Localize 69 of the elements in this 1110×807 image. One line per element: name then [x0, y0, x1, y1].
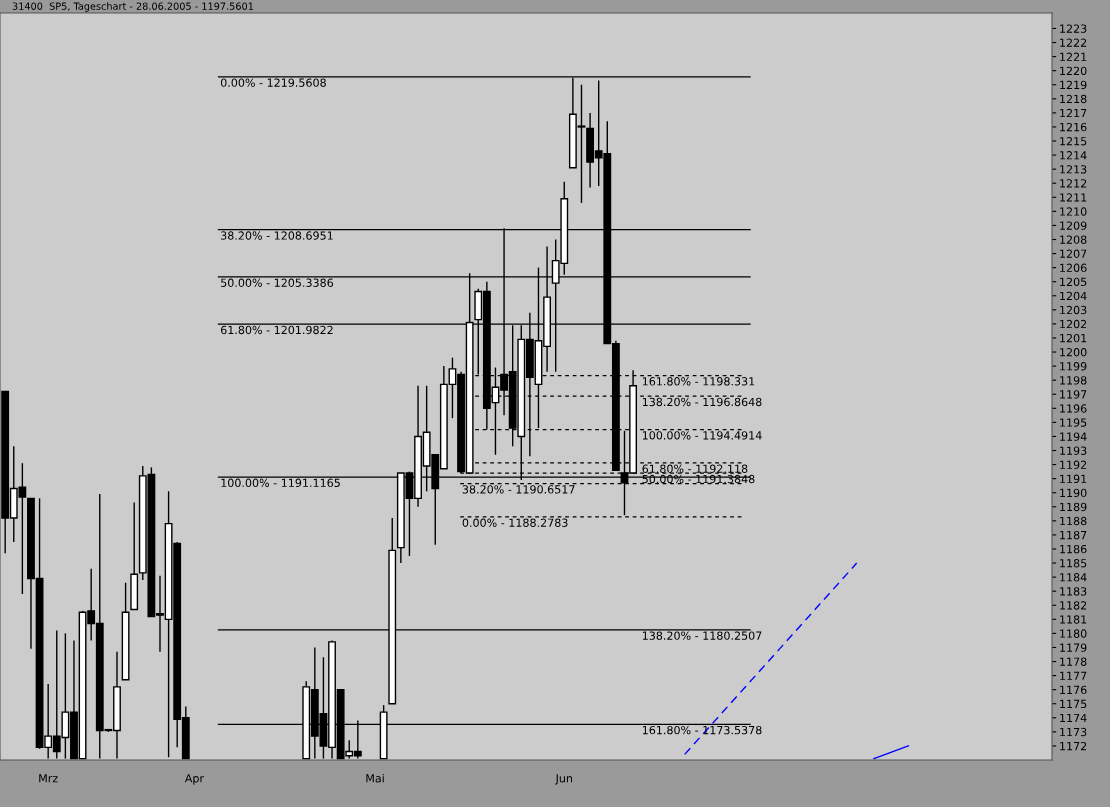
- chart-title: 31400 SP5, Tageschart - 28.06.2005 - 1197.5601: [12, 2, 254, 12]
- y-tick-label: 1194: [1060, 432, 1087, 441]
- y-tick-label: 1204: [1060, 291, 1087, 301]
- y-tick-label: 1185: [1060, 559, 1087, 568]
- y-tick-label: 1218: [1060, 94, 1087, 104]
- y-tick-label: 1202: [1060, 319, 1087, 329]
- y-tick-label: 1209: [1060, 221, 1087, 230]
- y-tick-label: 1208: [1060, 235, 1087, 244]
- y-tick-label: 1205: [1060, 277, 1087, 287]
- y-tick-label: 1180: [1060, 629, 1087, 638]
- y-tick-label: 1181: [1060, 615, 1087, 624]
- annotation: 38.20% - 1190.6517: [462, 485, 575, 494]
- annotation: 0.00% - 1219.5608: [220, 78, 326, 87]
- y-tick-label: 1193: [1060, 446, 1087, 455]
- y-tick-label: 1212: [1060, 179, 1087, 188]
- y-tick-label: 1187: [1060, 530, 1087, 540]
- y-tick-label: 1221: [1060, 52, 1087, 61]
- y-tick-label: 1175: [1060, 699, 1087, 709]
- y-tick-label: 1207: [1060, 249, 1087, 258]
- y-tick-label: 1217: [1060, 108, 1087, 118]
- y-tick-label: 1200: [1060, 348, 1087, 357]
- annotation: 138.20% - 1180.2507: [642, 631, 762, 640]
- x-tick-label: Mrz: [39, 774, 58, 783]
- y-tick-label: 1199: [1060, 362, 1087, 371]
- x-tick-label: Apr: [184, 774, 205, 785]
- y-tick-label: 1182: [1060, 601, 1087, 610]
- y-tick-label: 1173: [1060, 727, 1087, 737]
- y-tick-label: 1177: [1060, 671, 1087, 680]
- y-tick-label: 1184: [1060, 573, 1087, 582]
- annotation: 38.20% - 1208.6951: [221, 231, 333, 240]
- y-tick-label: 1216: [1060, 122, 1087, 132]
- annotation: 161.80% - 1198.331: [642, 377, 755, 386]
- y-tick-label: 1201: [1060, 333, 1087, 343]
- y-tick-label: 1195: [1060, 418, 1087, 427]
- y-tick-label: 1210: [1060, 207, 1087, 216]
- y-tick-label: 1198: [1060, 376, 1087, 385]
- y-tick-label: 1179: [1060, 643, 1087, 652]
- y-tick-label: 1203: [1060, 305, 1087, 315]
- y-tick-label: 1214: [1060, 151, 1087, 160]
- y-tick-label: 1215: [1060, 136, 1087, 146]
- annotation: 138.20% - 1196.8648: [642, 397, 762, 407]
- annotation: 0.00% - 1188.2783: [462, 518, 568, 527]
- y-tick-label: 1197: [1060, 390, 1087, 399]
- y-tick-label: 1174: [1060, 713, 1087, 723]
- y-tick-label: 1196: [1060, 404, 1087, 413]
- y-tick-label: 1186: [1060, 544, 1087, 554]
- y-tick-label: 1220: [1060, 66, 1087, 76]
- annotation: 50.00% - 1205.3386: [221, 278, 334, 287]
- y-tick-label: 1172: [1060, 741, 1087, 751]
- y-tick-label: 1223: [1060, 24, 1087, 33]
- y-tick-label: 1206: [1060, 263, 1087, 273]
- y-tick-label: 1192: [1060, 460, 1087, 469]
- y-tick-label: 1190: [1060, 488, 1087, 498]
- annotation: 61.80% - 1192.118: [642, 464, 748, 473]
- y-tick-label: 1211: [1060, 193, 1087, 202]
- y-tick-label: 1189: [1060, 502, 1087, 512]
- annotation: 61.80% - 1201.9822: [220, 325, 333, 335]
- y-tick-label: 1188: [1060, 516, 1087, 526]
- x-tick-label: Mai: [366, 773, 384, 783]
- y-tick-label: 1178: [1060, 657, 1087, 666]
- y-tick-label: 1183: [1060, 587, 1087, 596]
- annotation: 100.00% - 1191.1165: [221, 478, 340, 488]
- x-tick-label: Jun: [555, 774, 573, 785]
- y-tick-label: 1222: [1060, 38, 1087, 47]
- annotation: 100.00% - 1194.4914: [642, 431, 762, 440]
- y-tick-label: 1176: [1060, 685, 1087, 695]
- y-tick-label: 1213: [1060, 165, 1087, 174]
- y-tick-label: 1219: [1060, 80, 1087, 90]
- y-tick-label: 1191: [1060, 474, 1087, 484]
